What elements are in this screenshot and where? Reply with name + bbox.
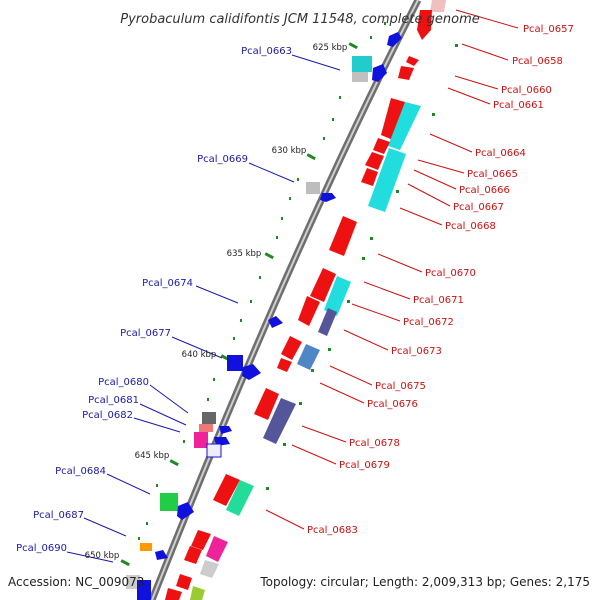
right-gene-labels: Pcal_0657 Pcal_0658 Pcal_0660 Pcal_0661 …	[307, 24, 574, 536]
topology-text: Topology: circular; Length: 2,009,313 bp…	[259, 575, 590, 589]
gene-label[interactable]: Pcal_0657	[523, 24, 574, 35]
gene-label[interactable]: Pcal_0690	[16, 543, 67, 554]
map-title: Pyrobaculum calidifontis JCM 11548, comp…	[120, 12, 480, 27]
gene-label[interactable]: Pcal_0667	[453, 202, 504, 213]
forward-genes	[126, 32, 402, 600]
kbp-label: 650 kbp	[85, 551, 120, 561]
gene-label[interactable]: Pcal_0661	[493, 100, 544, 111]
right-leader-lines	[265, 9, 519, 530]
gene-label[interactable]: Pcal_0668	[445, 221, 496, 232]
gene-label[interactable]: Pcal_0679	[339, 460, 390, 471]
kbp-label: 645 kbp	[135, 451, 170, 461]
gene-label[interactable]: Pcal_0682	[82, 410, 133, 421]
kbp-label: 630 kbp	[272, 146, 307, 156]
gene-label[interactable]: Pcal_0671	[413, 295, 464, 306]
minor-ticks	[138, 22, 458, 540]
gene-label[interactable]: Pcal_0675	[375, 381, 426, 392]
gene-label[interactable]: Pcal_0687	[33, 510, 84, 521]
gene-label[interactable]: Pcal_0676	[367, 399, 418, 410]
gene-label[interactable]: Pcal_0658	[512, 56, 563, 67]
gene-label[interactable]: Pcal_0681	[88, 395, 139, 406]
gene-label[interactable]: Pcal_0684	[55, 466, 106, 477]
kbp-label: 640 kbp	[182, 350, 217, 360]
gene-label[interactable]: Pcal_0677	[120, 328, 171, 339]
gene-label[interactable]: Pcal_0663	[241, 46, 292, 57]
gene-label[interactable]: Pcal_0666	[459, 185, 510, 196]
gene-label[interactable]: Pcal_0672	[403, 317, 454, 328]
kbp-label: 625 kbp	[313, 43, 348, 53]
gene-label[interactable]: Pcal_0670	[425, 268, 476, 279]
reverse-genes	[165, 0, 446, 600]
gene-label[interactable]: Pcal_0673	[391, 346, 442, 357]
gene-label[interactable]: Pcal_0674	[142, 278, 193, 289]
gene-label[interactable]: Pcal_0660	[501, 85, 552, 96]
accession-text: Accession: NC_009073	[8, 575, 144, 589]
gene-label[interactable]: Pcal_0664	[475, 148, 526, 159]
kbp-label: 635 kbp	[227, 249, 262, 259]
gene-label[interactable]: Pcal_0678	[349, 438, 400, 449]
left-leader-lines	[66, 54, 341, 563]
gene-label[interactable]: Pcal_0665	[467, 169, 518, 180]
left-gene-labels: Pcal_0663 Pcal_0669 Pcal_0674 Pcal_0677 …	[16, 46, 292, 554]
gene-label[interactable]: Pcal_0669	[197, 154, 248, 165]
gene-label[interactable]: Pcal_0680	[98, 377, 149, 388]
gene-label[interactable]: Pcal_0683	[307, 525, 358, 536]
kbp-ticks	[120, 42, 358, 567]
